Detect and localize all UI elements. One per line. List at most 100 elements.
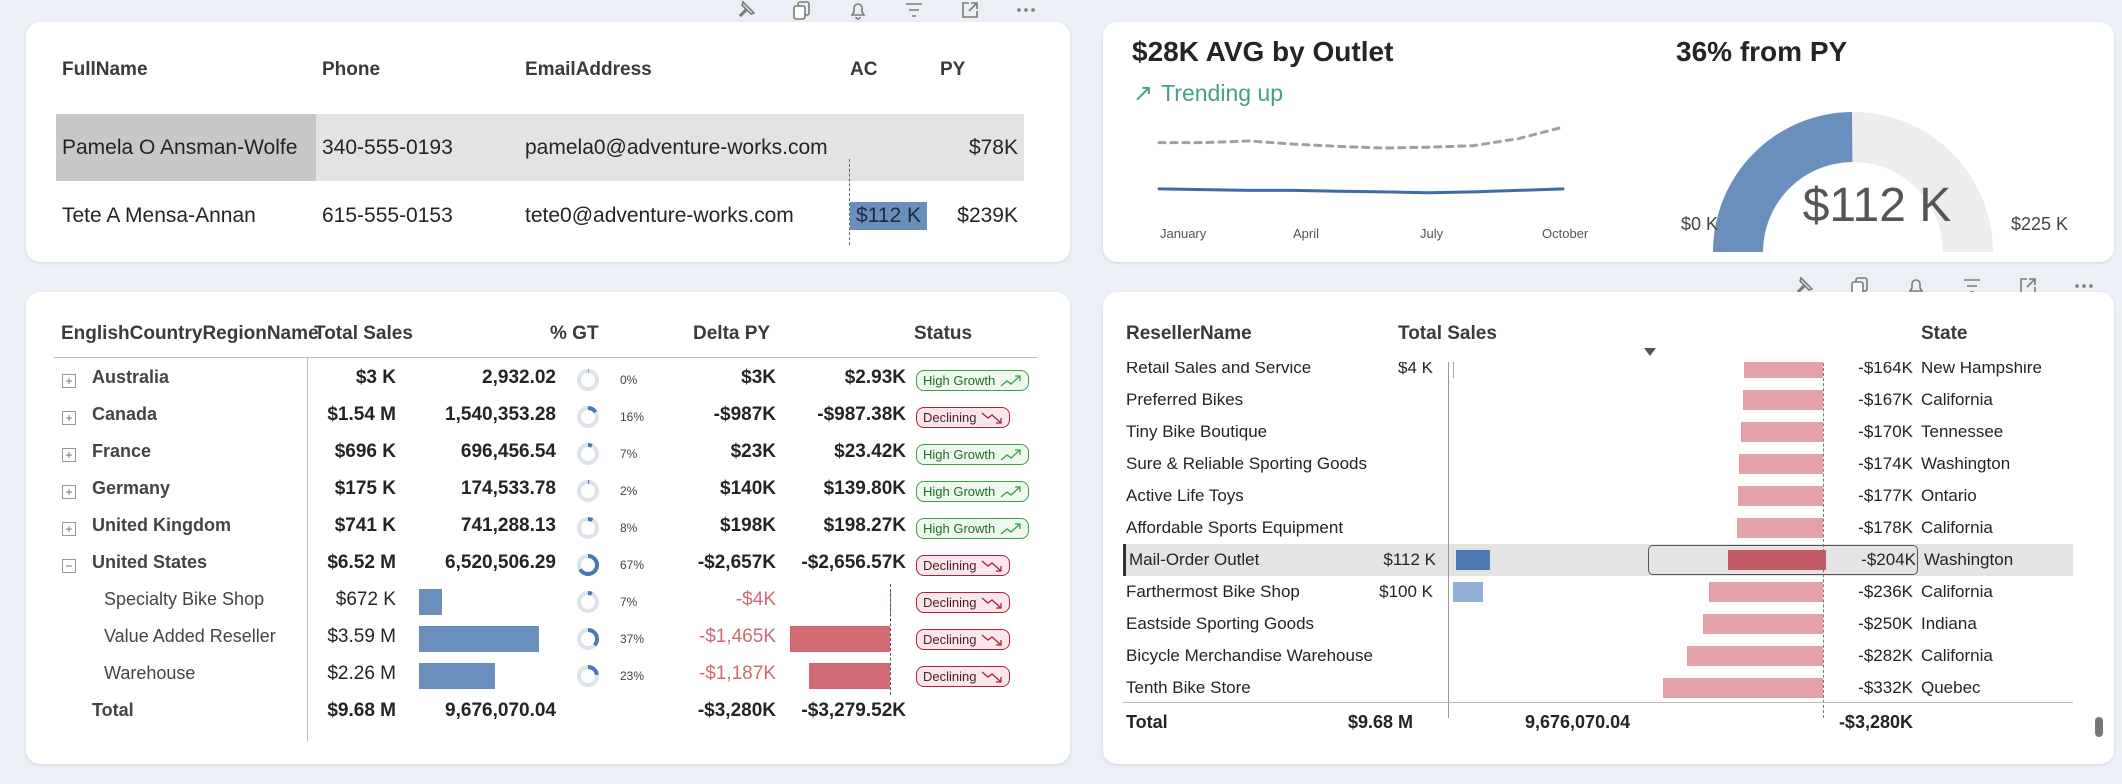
- table-row[interactable]: Affordable Sports Equipment -$178K Califor…: [1123, 512, 2073, 544]
- total-sales-value-cell: 741,288.13: [460, 515, 556, 536]
- email-cell: pamela0@adventure-works.com: [525, 136, 828, 159]
- scrollbar-thumb[interactable]: [2095, 717, 2103, 737]
- collapse-icon[interactable]: −: [62, 559, 76, 573]
- table-row[interactable]: Tete A Mensa-Annan 615-555-0153 tete0@ad…: [56, 159, 1024, 245]
- col-header-delta-py[interactable]: Delta PY: [693, 323, 771, 344]
- col-header-py[interactable]: PY: [940, 59, 966, 80]
- delta-py-cell: -$332K: [1858, 678, 1913, 697]
- subregion-name[interactable]: Warehouse: [104, 663, 196, 683]
- trend-down-icon: [982, 560, 1003, 572]
- region-name[interactable]: United Kingdom: [92, 515, 231, 535]
- col-header-ac[interactable]: AC: [850, 59, 878, 80]
- table-row[interactable]: Pamela O Ansman-Wolfe 340-555-0193 pamel…: [56, 114, 1024, 181]
- sales-axis-line: [1448, 362, 1449, 718]
- total-sales-cell: $741 K: [334, 515, 396, 536]
- gt-ring-chart: [577, 591, 599, 613]
- subregion-name[interactable]: Specialty Bike Shop: [104, 589, 265, 609]
- expand-icon[interactable]: +: [62, 448, 76, 462]
- sort-desc-icon[interactable]: [1644, 348, 1656, 356]
- pct-gt-label: 7%: [620, 595, 638, 609]
- region-name[interactable]: Australia: [92, 367, 170, 387]
- region-name[interactable]: United States: [92, 552, 208, 572]
- status-label: High Growth: [923, 447, 996, 462]
- filter-icon[interactable]: [896, 0, 932, 26]
- col-header-region[interactable]: EnglishCountryRegionName: [61, 323, 319, 344]
- more-icon[interactable]: [1008, 0, 1044, 26]
- reseller-name: Affordable Sports Equipment: [1126, 518, 1344, 537]
- gt-ring-track: [577, 443, 599, 465]
- copy-icon[interactable]: [784, 0, 820, 26]
- table-row[interactable]: Preferred Bikes -$167K California: [1123, 384, 2073, 416]
- table-row[interactable]: Active Life Toys -$177K Ontario: [1123, 480, 2073, 512]
- reseller-name: Mail-Order Outlet: [1129, 550, 1260, 569]
- state-cell: Indiana: [1921, 614, 1977, 633]
- delta-bar: [1663, 678, 1823, 698]
- pct-gt-label: 0%: [620, 373, 638, 387]
- status-label: High Growth: [923, 521, 996, 536]
- region-name[interactable]: Germany: [92, 478, 171, 498]
- total-sales-cell: $1.54 M: [327, 404, 396, 425]
- delta-py-cell: -$1,465K: [698, 626, 776, 647]
- gauge-max-label: $225 K: [2011, 214, 2069, 234]
- pin-icon[interactable]: [728, 0, 764, 26]
- region-name[interactable]: France: [92, 441, 152, 461]
- col-header-phone[interactable]: Phone: [322, 59, 381, 80]
- expand-icon[interactable]: +: [62, 485, 76, 499]
- table-row[interactable]: Bicycle Merchandise Warehouse -$282K Calif…: [1123, 640, 2073, 672]
- more-icon[interactable]: [2066, 270, 2102, 302]
- table-row[interactable]: Sure & Reliable Sporting Goods -$174K Wash…: [1123, 448, 2073, 480]
- col-header-email[interactable]: EmailAddress: [525, 59, 652, 80]
- gt-ring-chart: [577, 369, 599, 391]
- col-header-pct-gt[interactable]: % GT: [550, 323, 599, 344]
- month-label: July: [1420, 226, 1444, 241]
- col-header-total-sales[interactable]: Total Sales: [314, 323, 413, 344]
- col-header-status[interactable]: Status: [914, 323, 973, 344]
- table-row[interactable]: Mail-Order Outlet $112 K -$204K Washington: [1123, 544, 2073, 576]
- sales-bar: [1456, 550, 1490, 570]
- col-header-fullname[interactable]: FullName: [62, 59, 148, 80]
- sales-bar: [1453, 582, 1484, 602]
- month-label: October: [1542, 226, 1589, 241]
- table-row[interactable]: Tiny Bike Boutique -$170K Tennessee: [1123, 416, 2073, 448]
- total-sales-cell: $696 K: [334, 441, 396, 462]
- pct-gt-label: 23%: [620, 669, 645, 683]
- header-divider: [54, 357, 1037, 358]
- total-sales-value-cell: 9,676,070.04: [445, 700, 556, 721]
- table-row[interactable]: Tenth Bike Store -$332K Quebec: [1123, 672, 2073, 704]
- gauge-title: 36% from PY: [1676, 36, 1848, 67]
- delta-py-value-cell: -$2,656.57K: [801, 552, 906, 573]
- table-row[interactable]: Farthermost Bike Shop $100 K -$236K Califor…: [1123, 576, 2073, 608]
- state-cell: New Hampshire: [1921, 362, 2042, 377]
- trend-down-icon: [982, 412, 1003, 424]
- total-divider: [1123, 702, 2073, 703]
- col-header-state[interactable]: State: [1921, 323, 1968, 344]
- reseller-name: Farthermost Bike Shop: [1126, 582, 1300, 601]
- fullname-cell: Tete A Mensa-Annan: [62, 204, 256, 227]
- gt-ring-arc: [587, 591, 593, 596]
- table-row[interactable]: Retail Sales and Service $4 K -$164K New Ha…: [1123, 362, 2073, 384]
- col-header-reseller[interactable]: ResellerName: [1126, 323, 1252, 344]
- expand-icon[interactable]: +: [62, 411, 76, 425]
- delta-py-cell: -$2,657K: [697, 552, 776, 573]
- gt-ring-arc: [587, 406, 598, 414]
- reseller-sales: $4 K: [1398, 362, 1433, 377]
- reseller-rows: Retail Sales and Service $4 K -$164K New Ha…: [1123, 362, 2073, 728]
- table-row[interactable]: Eastside Sporting Goods -$250K Indiana: [1123, 608, 2073, 640]
- subregion-name[interactable]: Value Added Reseller: [104, 626, 276, 646]
- status-label: Declining: [923, 410, 977, 425]
- delta-bar: [1709, 582, 1823, 602]
- reseller-name: Retail Sales and Service: [1126, 362, 1312, 377]
- gt-ring-chart: [577, 628, 599, 650]
- phone-cell: 340-555-0193: [322, 136, 453, 159]
- status-label: Declining: [923, 669, 977, 684]
- expand-icon[interactable]: +: [62, 374, 76, 388]
- expand-icon[interactable]: [952, 0, 988, 26]
- region-name[interactable]: Canada: [92, 404, 158, 424]
- sales-bar: [419, 663, 495, 689]
- col-header-total-sales[interactable]: Total Sales: [1398, 323, 1497, 344]
- expand-icon[interactable]: +: [62, 522, 76, 536]
- bell-icon[interactable]: [840, 0, 876, 26]
- pct-gt-label: 8%: [620, 521, 638, 535]
- sales-bar: [1453, 362, 1455, 378]
- reseller-scroll-area[interactable]: Retail Sales and Service $4 K -$164K New Ha…: [1123, 362, 2073, 732]
